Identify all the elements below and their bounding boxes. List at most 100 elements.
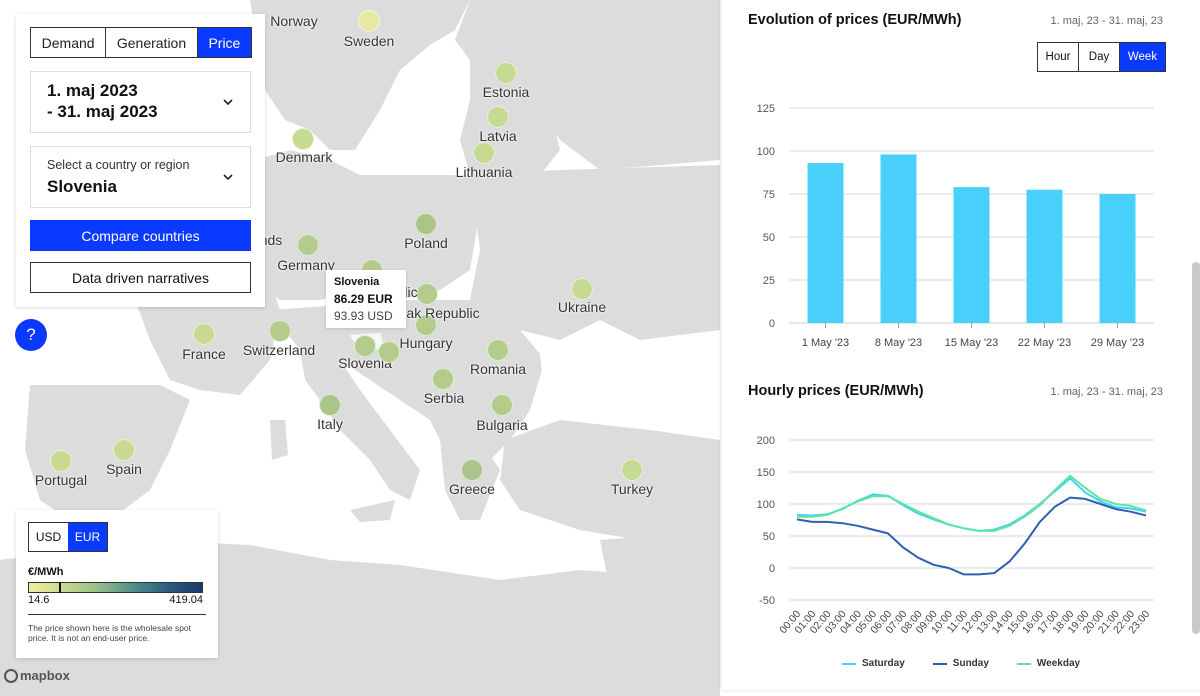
date-range-end: - 31. maj 2023 <box>47 102 158 121</box>
y-tick-label: 0 <box>769 563 775 575</box>
date-range-select[interactable]: 1. maj 2023 - 31. maj 2023 <box>30 71 251 133</box>
region-select-caption: Select a country or region <box>47 158 190 172</box>
country-label-sweden: Sweden <box>343 33 395 49</box>
legend-sunday-label: Sunday <box>952 658 989 669</box>
price-dot-ukraine[interactable] <box>571 278 593 300</box>
price-dot-italy[interactable] <box>319 394 341 416</box>
region-select-value: Slovenia <box>47 177 117 196</box>
scale-min: 14.6 <box>28 594 50 606</box>
price-dot-bulgaria[interactable] <box>491 394 513 416</box>
country-label-slovenia: Slovenia <box>338 355 392 371</box>
price-dot-denmark[interactable] <box>292 128 314 150</box>
legend-saturday[interactable]: Saturday <box>842 658 905 669</box>
price-dot-serbia[interactable] <box>432 368 454 390</box>
scale-max: 419.04 <box>169 594 203 606</box>
charts-panel: Evolution of prices (EUR/MWh) 1. maj, 23… <box>722 0 1200 690</box>
chevron-down-icon <box>223 174 233 181</box>
currency-usd[interactable]: USD <box>35 530 62 544</box>
price-dot-latvia[interactable] <box>487 106 509 128</box>
hourly-chart-title: Hourly prices (EUR/MWh) <box>748 383 924 399</box>
price-dot-slovenia[interactable] <box>354 335 376 357</box>
legend-note: The price shown here is the wholesale sp… <box>28 614 206 643</box>
mapbox-icon <box>4 668 18 683</box>
x-tick-label: 29 May '23 <box>1091 337 1144 349</box>
weekly-chart-title: Evolution of prices (EUR/MWh) <box>748 12 962 28</box>
mapbox-label: mapbox <box>20 668 70 683</box>
country-label-greece: Greece <box>449 481 495 497</box>
y-tick-label: 50 <box>763 232 775 244</box>
price-dot-switzerland[interactable] <box>269 320 291 342</box>
tab-price[interactable]: Price <box>197 28 251 57</box>
control-panel: Demand Generation Price 1. maj 2023 - 31… <box>16 14 265 307</box>
y-tick-label: 100 <box>757 146 775 158</box>
x-tick-label: 1 May '23 <box>802 337 849 349</box>
mapbox-logo[interactable]: mapbox <box>4 668 70 683</box>
tab-generation[interactable]: Generation <box>106 28 198 57</box>
legend-saturday-label: Saturday <box>862 658 905 669</box>
y-tick-label: 150 <box>757 467 775 479</box>
bar[interactable] <box>1099 194 1136 323</box>
granularity-day[interactable]: Day <box>1079 43 1120 71</box>
series-line-sunday[interactable] <box>796 496 1147 576</box>
x-tick-label: 8 May '23 <box>875 337 922 349</box>
country-label-romania: Romania <box>469 361 527 377</box>
weekly-chart-range: 1. maj, 23 - 31. maj, 23 <box>1050 15 1164 27</box>
color-scale <box>28 582 203 593</box>
legend-weekday[interactable]: Weekday <box>1016 658 1080 669</box>
price-dot-greece[interactable] <box>461 459 483 481</box>
data-driven-narratives-button[interactable]: Data driven narratives <box>30 262 251 293</box>
swatch-sunday <box>932 662 947 665</box>
country-label-poland: Poland <box>404 235 448 251</box>
price-dot-france[interactable] <box>193 323 215 345</box>
help-button[interactable]: ? <box>15 319 47 351</box>
granularity-toggle: Hour Day Week <box>1037 42 1166 72</box>
bar[interactable] <box>1026 189 1063 323</box>
price-dot-poland[interactable] <box>415 213 437 235</box>
weekly-price-chart: 0 25 50 75 100 125 1 May '23 8 May '23 15 May '2… <box>757 103 1154 349</box>
y-tick-label: 75 <box>763 189 775 201</box>
granularity-hour[interactable]: Hour <box>1038 43 1079 71</box>
price-dot-lic[interactable] <box>416 283 438 305</box>
x-tick-label: 15 May '23 <box>945 337 998 349</box>
price-dot-estonia[interactable] <box>495 62 517 84</box>
country-label-ukraine: Ukraine <box>557 299 607 315</box>
tooltip-price-eur: 86.29 EUR <box>334 292 393 306</box>
country-label-serbia: Serbia <box>423 390 465 406</box>
y-tick-label: -50 <box>759 595 775 607</box>
swatch-saturday <box>842 662 856 665</box>
country-label-italy: Italy <box>317 416 343 432</box>
country-label-lic: lic <box>404 284 418 300</box>
price-dot-lithuania[interactable] <box>473 142 495 164</box>
price-dot[interactable] <box>378 341 400 363</box>
price-dot-germany[interactable] <box>297 234 319 256</box>
swatch-weekday <box>1016 662 1031 665</box>
price-dot-hungary[interactable] <box>415 314 437 336</box>
price-dot-sweden[interactable] <box>358 10 380 32</box>
legend-sunday[interactable]: Sunday <box>932 658 989 669</box>
y-tick-label: 0 <box>769 318 775 330</box>
country-label-spain: Spain <box>106 461 142 477</box>
currency-eur[interactable]: EUR <box>68 523 107 551</box>
y-tick-label: 50 <box>763 531 775 543</box>
currency-toggle: USD EUR <box>28 522 108 552</box>
granularity-week[interactable]: Week <box>1120 43 1165 71</box>
bar[interactable] <box>880 154 917 323</box>
price-dot-romania[interactable] <box>487 339 509 361</box>
country-label-germany: Germany <box>277 257 335 273</box>
country-label-portugal: Portugal <box>34 472 88 488</box>
price-dot-turkey[interactable] <box>621 459 643 481</box>
bar[interactable] <box>953 187 990 323</box>
price-dot-portugal[interactable] <box>50 450 72 472</box>
tab-demand[interactable]: Demand <box>31 28 107 57</box>
country-label-norway: Norway <box>270 13 318 29</box>
bar[interactable] <box>807 163 844 323</box>
region-select[interactable]: Select a country or region Slovenia <box>30 146 251 208</box>
panel-scrollbar[interactable] <box>1192 262 1200 634</box>
y-tick-label: 100 <box>757 499 775 511</box>
country-label-lithuania: Lithuania <box>455 164 513 180</box>
compare-countries-button[interactable]: Compare countries <box>30 220 251 251</box>
series-line-weekday[interactable] <box>797 474 1147 532</box>
tooltip-country: Slovenia <box>334 276 380 288</box>
tooltip-price-usd: 93.93 USD <box>334 309 393 323</box>
price-dot-spain[interactable] <box>113 439 135 461</box>
